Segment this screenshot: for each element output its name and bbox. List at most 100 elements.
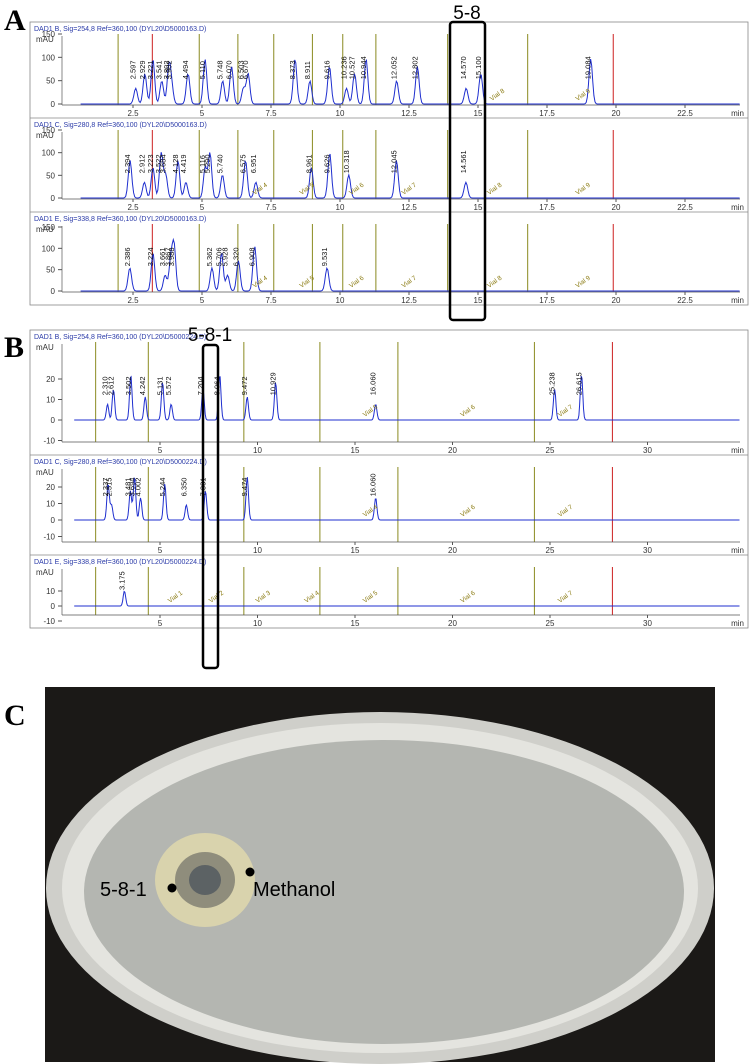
peak-label: 9.531: [320, 247, 329, 266]
panel-label: C: [4, 699, 26, 732]
x-tick-label: 10: [253, 546, 262, 555]
peak-label: 12.045: [389, 150, 398, 173]
highlight-label: 5-8-1: [188, 325, 232, 346]
x-tick-label: 7.5: [265, 109, 277, 118]
y-tick-label: 50: [46, 77, 55, 86]
x-tick-label: 7.5: [265, 296, 277, 305]
subplot-header: DAD1 B, Sig=254,8 Ref=360,100 (DYL20\D50…: [34, 334, 206, 341]
peak-label: 2.929: [138, 60, 147, 79]
x-tick-label: 25: [546, 619, 555, 628]
y-tick-label: 150: [42, 30, 56, 39]
vial-label: Vial 3: [255, 589, 273, 604]
x-tick-label: 17.5: [539, 109, 555, 118]
peak-label: 6.670: [241, 60, 250, 79]
y-tick-label: -10: [43, 437, 55, 446]
x-tick-label: 22.5: [677, 296, 693, 305]
peak-label: 9.474: [240, 478, 249, 497]
x-tick-label: 22.5: [677, 203, 693, 212]
x-tick-label: 15: [351, 619, 360, 628]
trace: [80, 58, 740, 105]
peak-label: 3.541: [155, 60, 164, 79]
vial-label: Vial 7: [401, 181, 419, 196]
x-tick-label: 5: [200, 203, 205, 212]
vial-label: Vial 5: [362, 589, 380, 604]
peak-label: 3.988: [167, 247, 176, 266]
vial-label: Vial 2: [208, 589, 226, 604]
x-tick-label: 25: [546, 546, 555, 555]
highlight-box: [448, 20, 487, 322]
peak-label: 16.060: [369, 473, 378, 496]
peak-label: 15.100: [474, 56, 483, 79]
peak-label: 3.522: [154, 154, 163, 173]
x-tick-label: 30: [643, 446, 652, 455]
y-tick-label: 150: [42, 223, 56, 232]
peak-label: 3.221: [146, 60, 155, 79]
vial-label: Vial 9: [574, 87, 592, 102]
highlight-box: [201, 343, 220, 670]
peak-label: 5.740: [215, 154, 224, 173]
y-tick-label: 0: [51, 516, 56, 525]
trace: [74, 590, 740, 607]
panel-label: B: [4, 331, 24, 364]
x-tick-label: 5: [200, 296, 205, 305]
subplot-header: DAD1 B, Sig=254,8 Ref=360,100 (DYL20\D50…: [34, 26, 206, 33]
peak-label: 3.661: [158, 247, 167, 266]
panel-frame: [29, 329, 749, 629]
peak-label: 6.575: [238, 154, 247, 173]
peak-label: 3.502: [124, 376, 133, 395]
peak-label: 8.961: [304, 154, 313, 173]
y-tick-label: 100: [42, 53, 56, 62]
y-unit: mAU: [36, 468, 54, 477]
y-tick-label: 0: [51, 602, 56, 611]
x-unit: min: [731, 109, 744, 118]
peak-label: 4.128: [171, 154, 180, 173]
peak-label: 5.116: [198, 155, 207, 173]
x-tick-label: 25: [546, 446, 555, 455]
peak-label: 5.706: [214, 247, 223, 266]
x-tick-label: 20: [612, 296, 621, 305]
trace: [74, 375, 740, 421]
x-tick-label: 20: [612, 109, 621, 118]
x-tick-label: 22.5: [677, 109, 693, 118]
y-unit: mAU: [36, 225, 54, 234]
x-tick-label: 2.5: [127, 203, 139, 212]
y-tick-label: 150: [42, 126, 56, 135]
peak-label: 3.684: [159, 154, 168, 173]
x-tick-label: 2.5: [127, 109, 139, 118]
x-tick-label: 15: [474, 203, 483, 212]
subplot-header: DAD1 E, Sig=338,8 Ref=360,100 (DYL20\D50…: [34, 216, 206, 223]
vial-label: Vial 6: [459, 589, 477, 604]
x-unit: min: [731, 446, 744, 455]
x-tick-label: 12.5: [401, 296, 417, 305]
vial-label: Vial 6: [459, 503, 477, 518]
peak-label: 5.290: [203, 154, 212, 173]
x-tick-label: 10: [336, 296, 345, 305]
peak-label: 6.908: [248, 247, 257, 266]
panel-label: A: [4, 4, 26, 37]
y-unit: mAU: [36, 343, 54, 352]
peak-label: 2.515: [105, 478, 114, 497]
peak-label: 5.362: [205, 247, 214, 266]
x-tick-label: 17.5: [539, 203, 555, 212]
spot-label: Methanol: [253, 879, 335, 901]
peak-label: 12.802: [410, 56, 419, 79]
peak-label: 2.612: [106, 376, 115, 395]
peak-label: 14.561: [459, 150, 468, 173]
x-tick-label: 12.5: [401, 109, 417, 118]
y-unit: mAU: [36, 35, 54, 44]
trace: [80, 237, 740, 292]
peak-label: 25.238: [548, 372, 557, 395]
trace: [80, 152, 740, 199]
y-tick-label: 10: [46, 500, 55, 509]
peak-label: 7.204: [196, 376, 205, 395]
peak-label: 2.597: [129, 60, 138, 79]
x-tick-label: 10: [253, 446, 262, 455]
subplot-header: DAD1 C, Sig=280,8 Ref=360,100 (DYL20\D50…: [34, 122, 207, 129]
peak-label: 6.503: [236, 60, 245, 79]
x-tick-label: 15: [474, 109, 483, 118]
peak-label: 10.944: [359, 56, 368, 79]
peak-label: 4.494: [181, 60, 190, 79]
x-tick-label: 20: [448, 619, 457, 628]
agar: [84, 740, 684, 1044]
